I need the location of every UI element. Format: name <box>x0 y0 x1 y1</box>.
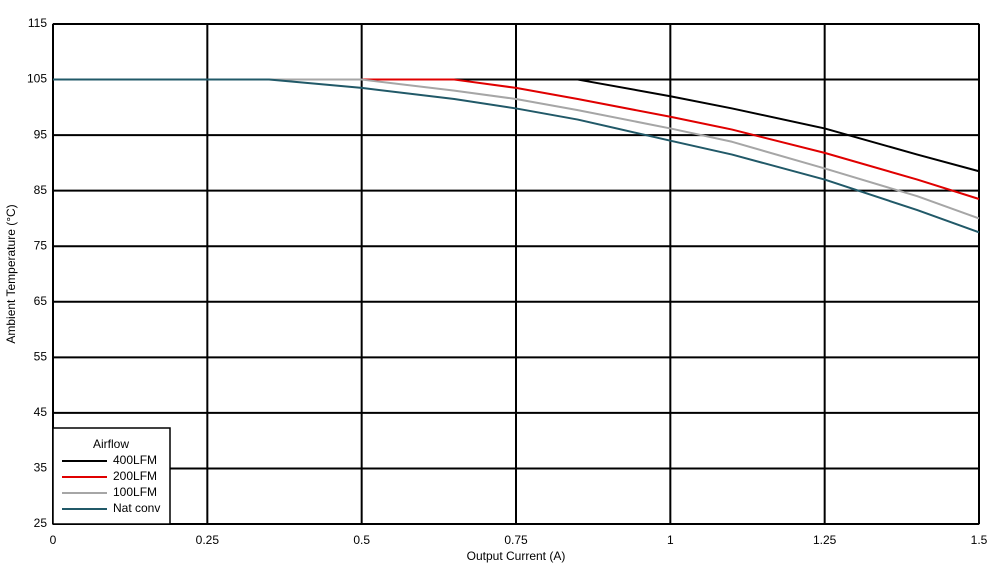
x-axis-label: Output Current (A) <box>467 549 566 563</box>
x-tick-label: 0.75 <box>504 533 528 547</box>
x-tick-label: 1.5 <box>971 533 988 547</box>
y-tick-label: 85 <box>34 183 48 197</box>
y-tick-label: 115 <box>28 16 47 30</box>
y-tick-label: 65 <box>34 294 48 308</box>
series-line <box>53 78 980 234</box>
legend-label: Nat conv <box>113 501 160 515</box>
y-tick-label: 95 <box>34 127 48 141</box>
y-tick-label: 25 <box>34 516 48 530</box>
y-tick-label: 105 <box>27 72 47 86</box>
legend-label: 100LFM <box>113 485 157 499</box>
legend-title: Airflow <box>93 437 129 451</box>
y-tick-label: 35 <box>34 461 48 475</box>
y-axis-label: Ambient Temperature (°C) <box>4 204 18 343</box>
x-tick-label: 0 <box>50 533 57 547</box>
legend-label: 200LFM <box>113 469 157 483</box>
x-tick-label: 1 <box>667 533 674 547</box>
x-tick-label: 1.25 <box>813 533 837 547</box>
y-tick-label: 75 <box>34 238 48 252</box>
y-tick-label: 45 <box>34 405 48 419</box>
x-tick-label: 0.25 <box>196 533 220 547</box>
y-tick-label: 55 <box>34 350 48 364</box>
x-tick-label: 0.5 <box>353 533 370 547</box>
legend-label: 400LFM <box>113 453 157 467</box>
